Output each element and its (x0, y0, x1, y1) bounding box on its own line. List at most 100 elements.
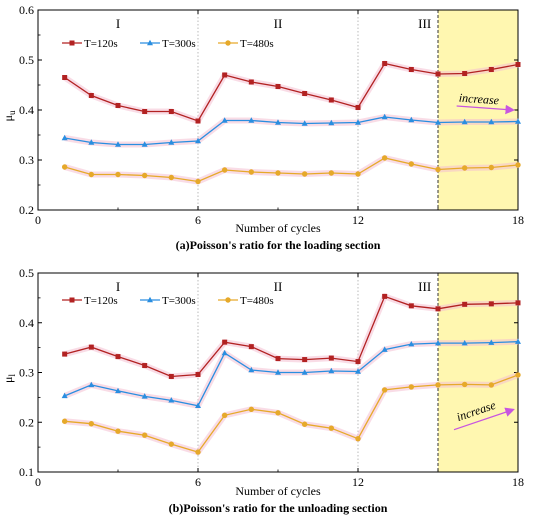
data-point (168, 441, 175, 447)
data-point (408, 116, 415, 123)
x-tick-label: 6 (195, 475, 201, 489)
data-point (141, 141, 148, 147)
series-line (64, 116, 519, 146)
data-point (515, 372, 521, 378)
data-point (248, 406, 255, 413)
data-point (115, 141, 121, 147)
data-point (461, 118, 468, 125)
data-point (61, 418, 68, 424)
data-point (301, 120, 308, 126)
series-line (64, 341, 519, 407)
x-tick-label: 0 (35, 213, 41, 227)
data-point (515, 338, 521, 344)
data-point (355, 359, 361, 365)
data-point (168, 109, 174, 114)
data-point (461, 381, 468, 388)
data-point (221, 349, 228, 356)
data-point (275, 170, 281, 176)
data-point (515, 300, 521, 306)
stage-label: I (116, 16, 120, 31)
data-point (462, 301, 468, 307)
data-point (248, 366, 255, 373)
legend-label: T=480s (240, 295, 274, 307)
legend-marker (69, 297, 75, 303)
data-point (88, 171, 95, 178)
data-point (88, 93, 94, 98)
stage-label: II (274, 279, 283, 294)
data-point (275, 119, 281, 125)
data-point (302, 357, 308, 363)
data-point (355, 119, 361, 125)
data-point (62, 75, 68, 80)
y-tick-label: 0.2 (19, 203, 34, 217)
data-point (301, 171, 308, 177)
data-point (222, 339, 228, 345)
series-T=300s (61, 338, 521, 409)
data-point (408, 67, 414, 72)
legend-marker (147, 296, 153, 303)
data-point (115, 354, 121, 360)
x-axis-label: Number of cycles (235, 484, 321, 498)
data-point (328, 367, 335, 374)
series-line (64, 295, 519, 378)
data-point (141, 432, 148, 438)
data-point (382, 61, 388, 66)
data-point (62, 351, 68, 357)
data-point (408, 303, 414, 309)
y-axis-label-symbol: μ (1, 377, 15, 383)
legend-marker (225, 40, 231, 46)
series-T=300s (61, 113, 521, 148)
data-point (141, 393, 148, 399)
data-point (142, 363, 148, 369)
y-axis-label: μl (1, 374, 17, 383)
chart-panel-a: 0 6 12 18 0.2 0.3 0.4 0.5 0.6 μu Number of cycles (… (1, 3, 524, 252)
legend-label: T=300s (162, 295, 196, 307)
data-point (408, 340, 415, 347)
data-point (328, 119, 335, 126)
data-point (275, 410, 281, 416)
x-tick-label: 12 (352, 475, 364, 489)
y-tick-label: 0.1 (19, 465, 34, 479)
data-point (61, 164, 68, 170)
legend-label: T=300s (162, 38, 196, 50)
panel-caption: (b)Poisson's ratio for the unloading sec… (169, 501, 388, 515)
data-point (61, 392, 68, 399)
data-point (515, 62, 521, 67)
x-tick-label: 0 (35, 475, 41, 489)
data-point (168, 174, 175, 181)
data-point (381, 387, 388, 393)
data-point (461, 165, 468, 171)
data-point (115, 103, 121, 108)
increase-annotation: increase (458, 91, 500, 108)
data-point (488, 301, 494, 307)
legend: T=120s T=300s T=480s (62, 38, 274, 50)
data-point (381, 346, 388, 352)
y-tick-label: 0.3 (19, 153, 34, 167)
legend-label: T=120s (84, 38, 118, 50)
x-tick-label: 18 (512, 213, 524, 227)
data-point (435, 382, 441, 388)
y-axis-label-symbol: μ (1, 115, 15, 121)
legend-marker (147, 39, 153, 46)
chart-panel-b: 0 6 12 18 0.1 0.2 0.3 0.4 0.5 μl Number of cycles (… (1, 266, 524, 515)
data-point (248, 169, 255, 175)
data-point (195, 137, 201, 144)
data-point (381, 113, 388, 120)
data-point (221, 167, 228, 173)
series-T=120s (62, 293, 521, 380)
data-point (115, 387, 121, 394)
data-point (462, 71, 468, 76)
y-axis-label: μu (1, 110, 17, 121)
data-point (435, 166, 441, 173)
data-point (248, 79, 254, 85)
series-T=480s (61, 372, 521, 456)
data-point (168, 397, 175, 403)
data-point (461, 339, 468, 346)
data-point (435, 306, 441, 312)
series-line (64, 157, 519, 183)
data-point (328, 425, 335, 431)
y-tick-label: 0.5 (19, 53, 34, 67)
data-point (275, 369, 281, 375)
data-point (141, 172, 148, 179)
data-point (355, 105, 361, 110)
